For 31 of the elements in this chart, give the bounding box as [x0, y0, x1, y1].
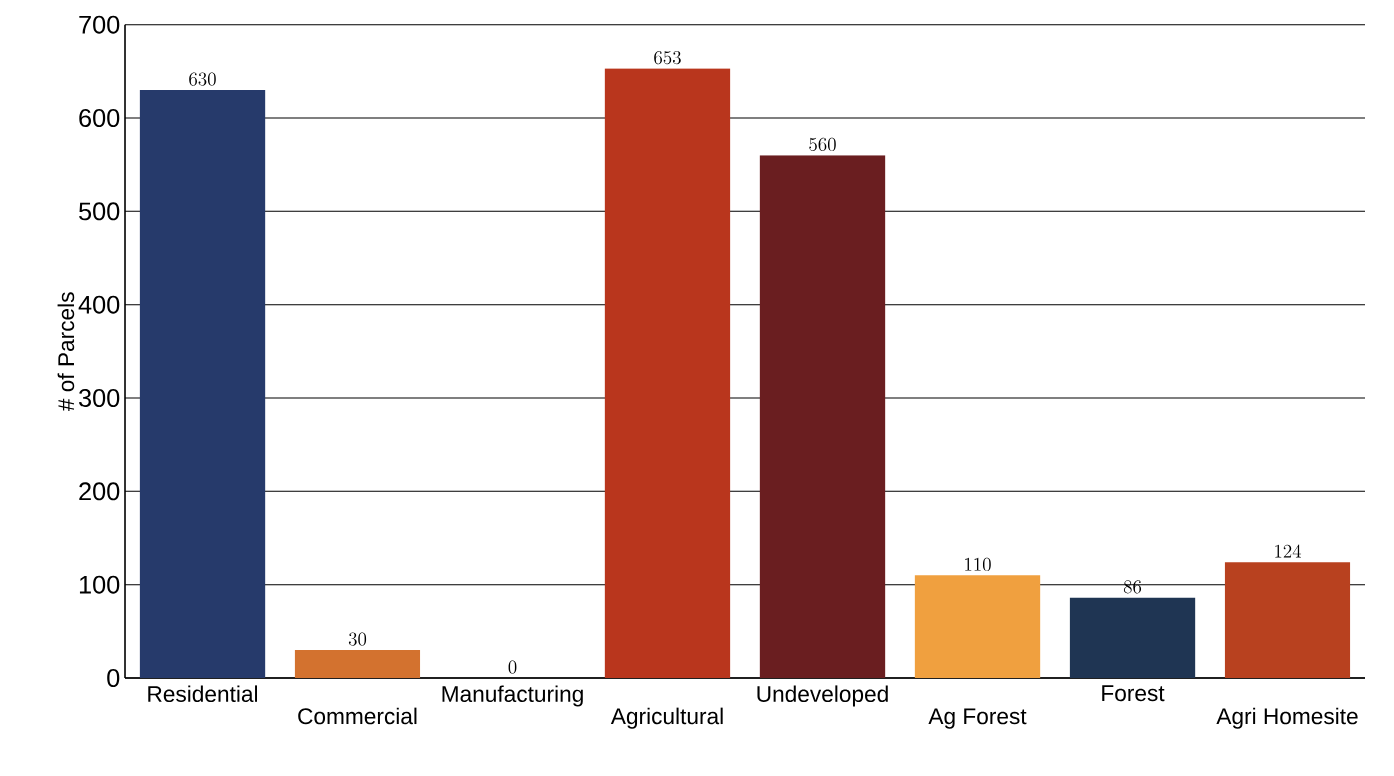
y-tick-label: 300 — [78, 389, 120, 407]
bar — [604, 68, 731, 678]
data-label: 0 — [508, 660, 517, 674]
y-tick-label: 400 — [78, 295, 120, 314]
data-label: 110 — [965, 557, 991, 572]
bar — [1069, 597, 1196, 678]
x-tick-label: Undeveloped — [757, 685, 888, 707]
y-tick-label: 600 — [79, 109, 120, 127]
x-tick-label: Commercial — [298, 707, 417, 725]
bar — [914, 575, 1041, 678]
x-tick-label: Agri Homesite — [1216, 707, 1358, 729]
bar — [1224, 562, 1351, 678]
data-label: 630 — [189, 72, 216, 86]
x-tick-label: Forest — [1102, 685, 1165, 702]
data-label: 560 — [809, 137, 836, 152]
y-tick-label: 200 — [79, 482, 120, 501]
data-label: 30 — [348, 632, 367, 646]
y-tick-label: 100 — [79, 575, 120, 594]
x-tick-label: Manufacturing — [442, 685, 583, 707]
y-tick-label: 500 — [79, 202, 120, 221]
y-axis-title: # of Parcels — [57, 292, 75, 412]
data-label: 653 — [654, 51, 681, 65]
data-label: 124 — [1275, 544, 1302, 558]
bar — [759, 155, 886, 678]
x-tick-label: Agricultural — [610, 707, 723, 729]
y-tick-label: 0 — [107, 669, 120, 687]
y-tick-label: 700 — [79, 15, 120, 34]
bar — [294, 650, 421, 678]
bar — [139, 90, 266, 678]
x-tick-label: Residential — [148, 685, 258, 703]
x-tick-label: Ag Forest — [928, 708, 1027, 729]
